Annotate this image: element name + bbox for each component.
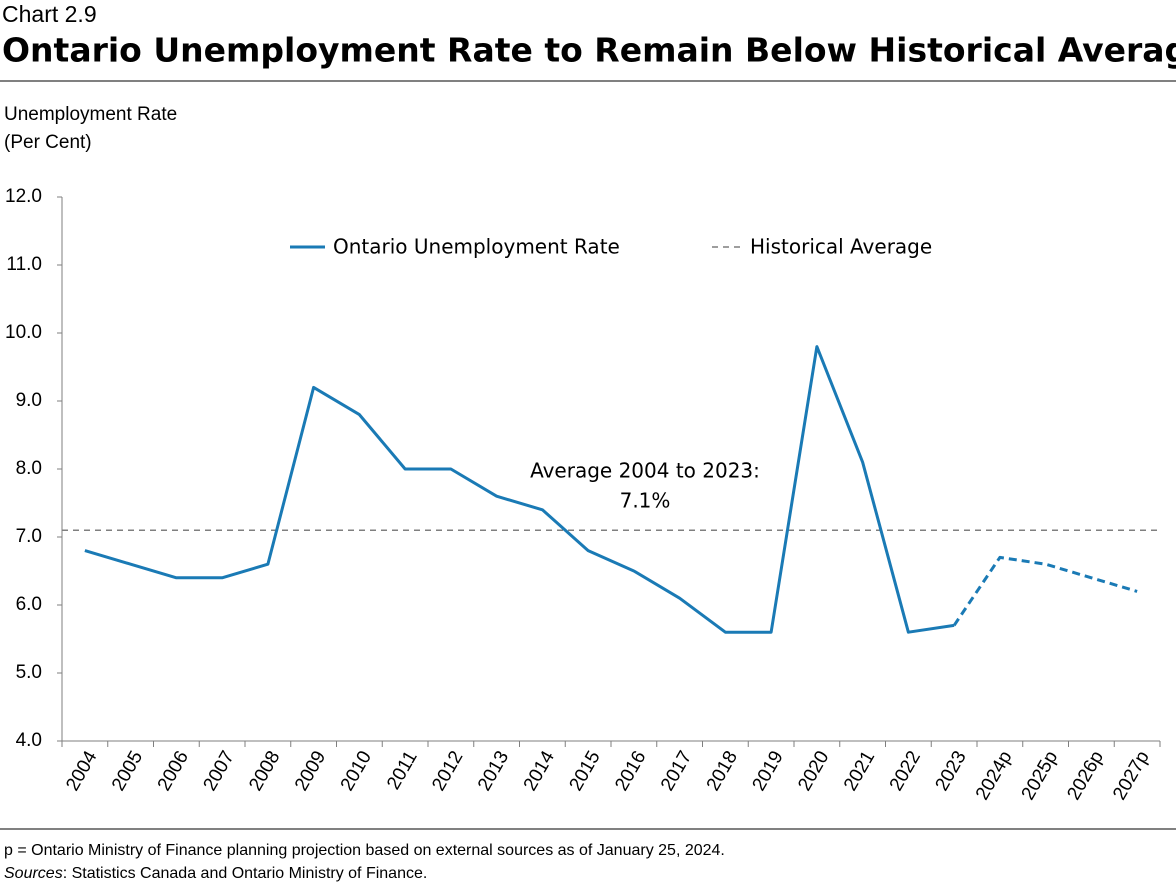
y-tick-label: 5.0 <box>16 662 42 683</box>
average-value-label: 7.1% <box>620 489 671 513</box>
data-line <box>84 345 955 634</box>
legend-label: Ontario Unemployment Rate <box>333 235 620 259</box>
y-tick-label: 9.0 <box>16 390 42 411</box>
y-tick-label: 12.0 <box>5 186 42 207</box>
data-line <box>952 555 1138 627</box>
y-tick-label: 11.0 <box>6 254 42 275</box>
y-tick-label: 4.0 <box>16 730 42 751</box>
y-tick-label: 10.0 <box>5 322 42 343</box>
x-tick-label: 2013 <box>474 748 513 795</box>
x-tick-label: 2015 <box>565 748 604 795</box>
footnote: p = Ontario Ministry of Finance planning… <box>4 842 725 859</box>
x-tick-label: 2014 <box>520 747 560 794</box>
average-annotation: Average 2004 to 2023: <box>530 459 760 483</box>
x-tick-label: 2025p <box>1018 748 1063 804</box>
x-tick-label: 2006 <box>154 748 193 795</box>
sources-text: : Statistics Canada and Ontario Ministry… <box>63 865 428 882</box>
chart-number: Chart 2.9 <box>2 1 97 27</box>
x-tick-label: 2020 <box>794 748 833 795</box>
x-tick-label: 2012 <box>428 748 467 795</box>
sources: Sources: Statistics Canada and Ontario M… <box>4 865 427 882</box>
x-tick-label: 2021 <box>840 748 879 795</box>
x-tick-label: 2022 <box>886 748 925 795</box>
x-tick-label: 2007 <box>199 748 238 795</box>
x-tick-label: 2008 <box>245 748 284 795</box>
x-tick-label: 2010 <box>337 748 376 795</box>
x-tick-label: 2024p <box>972 748 1017 804</box>
x-tick-label: 2011 <box>383 748 422 794</box>
x-tick-label: 2027p <box>1109 748 1154 804</box>
x-tick-label: 2019 <box>748 748 787 795</box>
x-tick-label: 2016 <box>611 748 650 795</box>
y-tick-label: 6.0 <box>16 594 42 615</box>
chart-title: Ontario Unemployment Rate to Remain Belo… <box>2 31 1176 70</box>
y-tick-label: 7.0 <box>16 526 42 547</box>
legend-label: Historical Average <box>750 235 932 259</box>
x-tick-label: 2023 <box>931 748 970 795</box>
y-tick-label: 8.0 <box>16 458 42 479</box>
sources-label: Sources <box>4 865 63 882</box>
x-tick-label: 2017 <box>657 748 696 795</box>
y-axis-label: (Per Cent) <box>4 132 92 153</box>
x-tick-label: 2005 <box>108 748 147 795</box>
x-tick-label: 2026p <box>1063 748 1108 804</box>
x-tick-label: 2018 <box>703 748 742 795</box>
x-tick-label: 2009 <box>291 748 330 795</box>
x-tick-label: 2004 <box>62 747 102 794</box>
y-axis-label: Unemployment Rate <box>4 104 177 125</box>
